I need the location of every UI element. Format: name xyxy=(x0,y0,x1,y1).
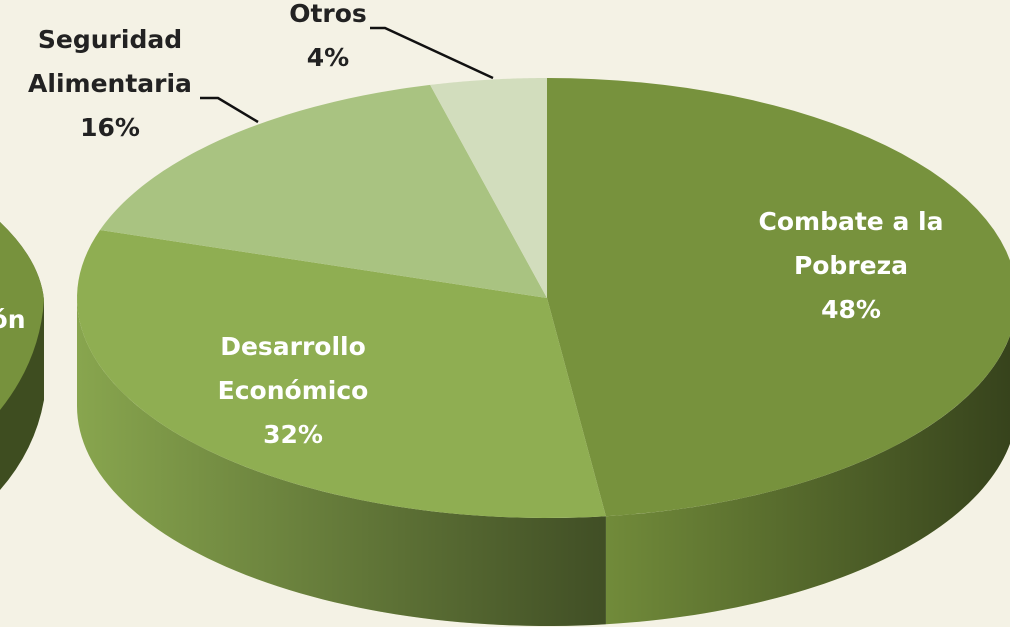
value-label: 32% xyxy=(263,420,323,449)
pie-side-shade xyxy=(605,335,1010,625)
pie-slice xyxy=(547,78,1010,517)
value-label: 4% xyxy=(307,43,349,72)
pie-slice xyxy=(100,84,547,298)
pie-slice xyxy=(430,78,547,298)
left-pie-fragment xyxy=(0,222,44,490)
slice-label: Seguridad Alimentaria xyxy=(28,25,192,98)
leader-line xyxy=(200,96,259,124)
slice-label: Desarrollo Económico xyxy=(218,332,369,405)
value-label: 16% xyxy=(80,113,140,142)
value-label: 48% xyxy=(821,295,881,324)
leader-line xyxy=(370,26,494,80)
pie-side-shade xyxy=(77,298,606,626)
pie-slice xyxy=(77,230,606,518)
slice-label: Combate a la Pobreza xyxy=(759,207,944,280)
fragment-label: ón xyxy=(0,305,25,334)
slice-label: Otros xyxy=(289,0,367,28)
